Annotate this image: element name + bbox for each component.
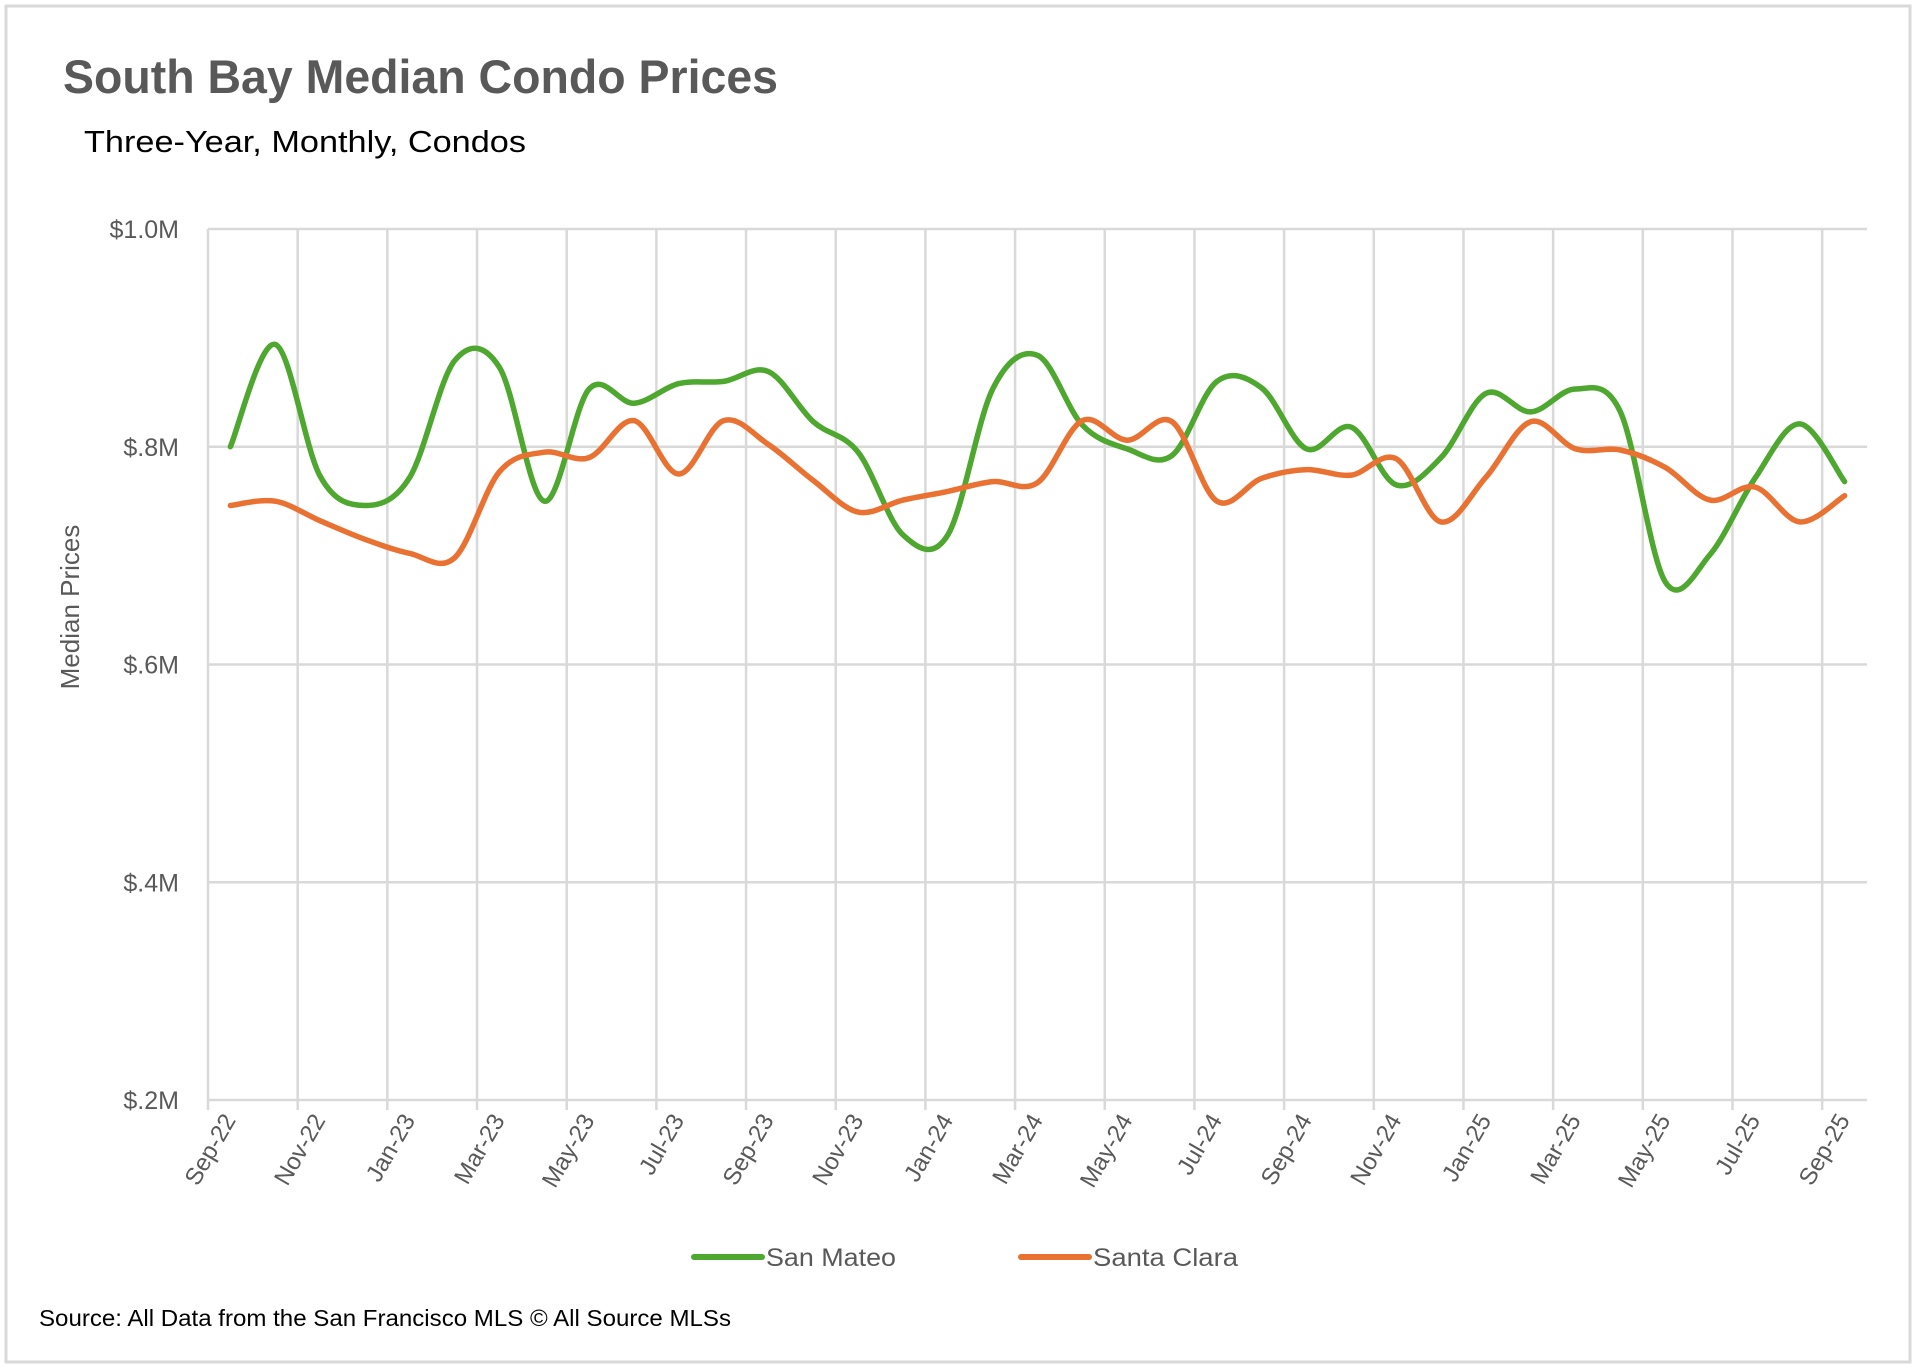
- data-point-san-mateo[interactable]: [1393, 482, 1399, 488]
- data-point-santa-clara[interactable]: [721, 418, 727, 424]
- data-point-santa-clara[interactable]: [1079, 418, 1085, 424]
- data-point-santa-clara[interactable]: [1393, 456, 1399, 462]
- data-point-san-mateo[interactable]: [945, 532, 951, 538]
- data-point-san-mateo[interactable]: [1259, 385, 1265, 391]
- data-point-san-mateo[interactable]: [1842, 479, 1848, 485]
- data-point-san-mateo[interactable]: [631, 400, 637, 406]
- data-point-santa-clara[interactable]: [1259, 475, 1265, 481]
- data-point-santa-clara[interactable]: [990, 479, 996, 485]
- chart-frame: [4, 4, 1912, 1364]
- legend-label-san-mateo: San Mateo: [766, 1244, 896, 1272]
- data-point-san-mateo[interactable]: [765, 369, 771, 375]
- gridlines: [206, 227, 1867, 1110]
- source-note: Source: All Data from the San Francisco …: [39, 1305, 731, 1331]
- data-point-san-mateo[interactable]: [1169, 452, 1175, 458]
- data-point-san-mateo[interactable]: [1304, 446, 1310, 452]
- data-point-san-mateo[interactable]: [1035, 352, 1041, 358]
- y-axis-tick-labels: $1.0M $.8M $.6M $.4M $.2M: [110, 216, 179, 1115]
- legend: San Mateo Santa Clara: [691, 1244, 1238, 1272]
- data-point-santa-clara[interactable]: [1169, 419, 1175, 425]
- data-point-santa-clara[interactable]: [810, 478, 816, 484]
- data-point-san-mateo[interactable]: [1617, 409, 1623, 415]
- data-point-san-mateo[interactable]: [1752, 475, 1758, 481]
- data-point-santa-clara[interactable]: [586, 455, 592, 461]
- data-point-san-mateo[interactable]: [1528, 409, 1534, 415]
- data-point-santa-clara[interactable]: [1752, 484, 1758, 490]
- y-tick-label: $.6M: [123, 652, 179, 680]
- data-point-santa-clara[interactable]: [945, 488, 951, 494]
- data-point-santa-clara[interactable]: [1483, 474, 1489, 480]
- data-point-san-mateo[interactable]: [586, 386, 592, 392]
- data-point-santa-clara[interactable]: [1797, 519, 1803, 525]
- series-line-santa-clara[interactable]: [227, 416, 1848, 567]
- data-point-santa-clara[interactable]: [1617, 447, 1623, 453]
- legend-item-santa-clara[interactable]: Santa Clara: [1018, 1244, 1238, 1272]
- data-point-santa-clara[interactable]: [272, 498, 278, 504]
- data-point-san-mateo[interactable]: [1348, 424, 1354, 430]
- data-point-santa-clara[interactable]: [631, 418, 637, 424]
- data-point-san-mateo[interactable]: [1797, 421, 1803, 427]
- data-point-santa-clara[interactable]: [227, 503, 233, 509]
- data-point-santa-clara[interactable]: [1707, 497, 1713, 503]
- y-axis-title: Median Prices: [55, 525, 85, 690]
- data-point-santa-clara[interactable]: [407, 550, 413, 556]
- data-point-santa-clara[interactable]: [362, 536, 368, 542]
- data-point-santa-clara[interactable]: [317, 518, 323, 524]
- data-point-santa-clara[interactable]: [1662, 464, 1668, 470]
- data-point-san-mateo[interactable]: [990, 386, 996, 392]
- data-point-santa-clara[interactable]: [1214, 498, 1220, 504]
- data-point-santa-clara[interactable]: [1438, 519, 1444, 525]
- chart-title: South Bay Median Condo Prices: [63, 50, 778, 103]
- data-point-santa-clara[interactable]: [1842, 493, 1848, 499]
- data-point-santa-clara[interactable]: [496, 469, 502, 475]
- data-point-san-mateo[interactable]: [1662, 579, 1668, 585]
- data-point-santa-clara[interactable]: [1035, 480, 1041, 486]
- data-point-san-mateo[interactable]: [1214, 378, 1220, 384]
- data-point-san-mateo[interactable]: [676, 381, 682, 387]
- data-point-san-mateo[interactable]: [227, 444, 233, 450]
- data-point-san-mateo[interactable]: [721, 378, 727, 384]
- data-point-santa-clara[interactable]: [1124, 437, 1130, 443]
- data-point-san-mateo[interactable]: [452, 358, 458, 364]
- data-point-santa-clara[interactable]: [765, 442, 771, 448]
- data-point-santa-clara[interactable]: [676, 471, 682, 477]
- series-line-san-mateo[interactable]: [227, 341, 1848, 593]
- data-point-san-mateo[interactable]: [900, 532, 906, 538]
- data-point-santa-clara[interactable]: [1304, 467, 1310, 473]
- data-point-san-mateo[interactable]: [496, 364, 502, 370]
- data-point-san-mateo[interactable]: [317, 473, 323, 479]
- data-point-santa-clara[interactable]: [1528, 419, 1534, 425]
- data-point-santa-clara[interactable]: [1348, 472, 1354, 478]
- data-point-san-mateo[interactable]: [1438, 455, 1444, 461]
- data-point-santa-clara[interactable]: [900, 497, 906, 503]
- data-point-san-mateo[interactable]: [1707, 552, 1713, 558]
- data-point-santa-clara[interactable]: [1573, 446, 1579, 452]
- data-point-san-mateo[interactable]: [407, 474, 413, 480]
- y-tick-label: $.8M: [123, 434, 179, 462]
- data-point-santa-clara[interactable]: [452, 555, 458, 561]
- data-point-san-mateo[interactable]: [810, 419, 816, 425]
- legend-label-santa-clara: Santa Clara: [1093, 1244, 1238, 1272]
- series-lines: [227, 341, 1848, 593]
- legend-item-san-mateo[interactable]: San Mateo: [691, 1244, 896, 1272]
- data-point-san-mateo[interactable]: [362, 503, 368, 509]
- data-point-san-mateo[interactable]: [541, 498, 547, 504]
- data-point-san-mateo[interactable]: [1483, 390, 1489, 396]
- chart-subtitle: Three-Year, Monthly, Condos: [84, 124, 526, 159]
- data-point-san-mateo[interactable]: [272, 341, 278, 347]
- y-tick-label: $.4M: [123, 869, 179, 897]
- y-tick-label: $1.0M: [110, 216, 179, 244]
- data-point-santa-clara[interactable]: [541, 449, 547, 455]
- data-point-san-mateo[interactable]: [855, 449, 861, 455]
- data-point-san-mateo[interactable]: [1573, 386, 1579, 392]
- data-point-san-mateo[interactable]: [1124, 446, 1130, 452]
- y-tick-label: $.2M: [123, 1087, 179, 1115]
- data-point-santa-clara[interactable]: [855, 509, 861, 515]
